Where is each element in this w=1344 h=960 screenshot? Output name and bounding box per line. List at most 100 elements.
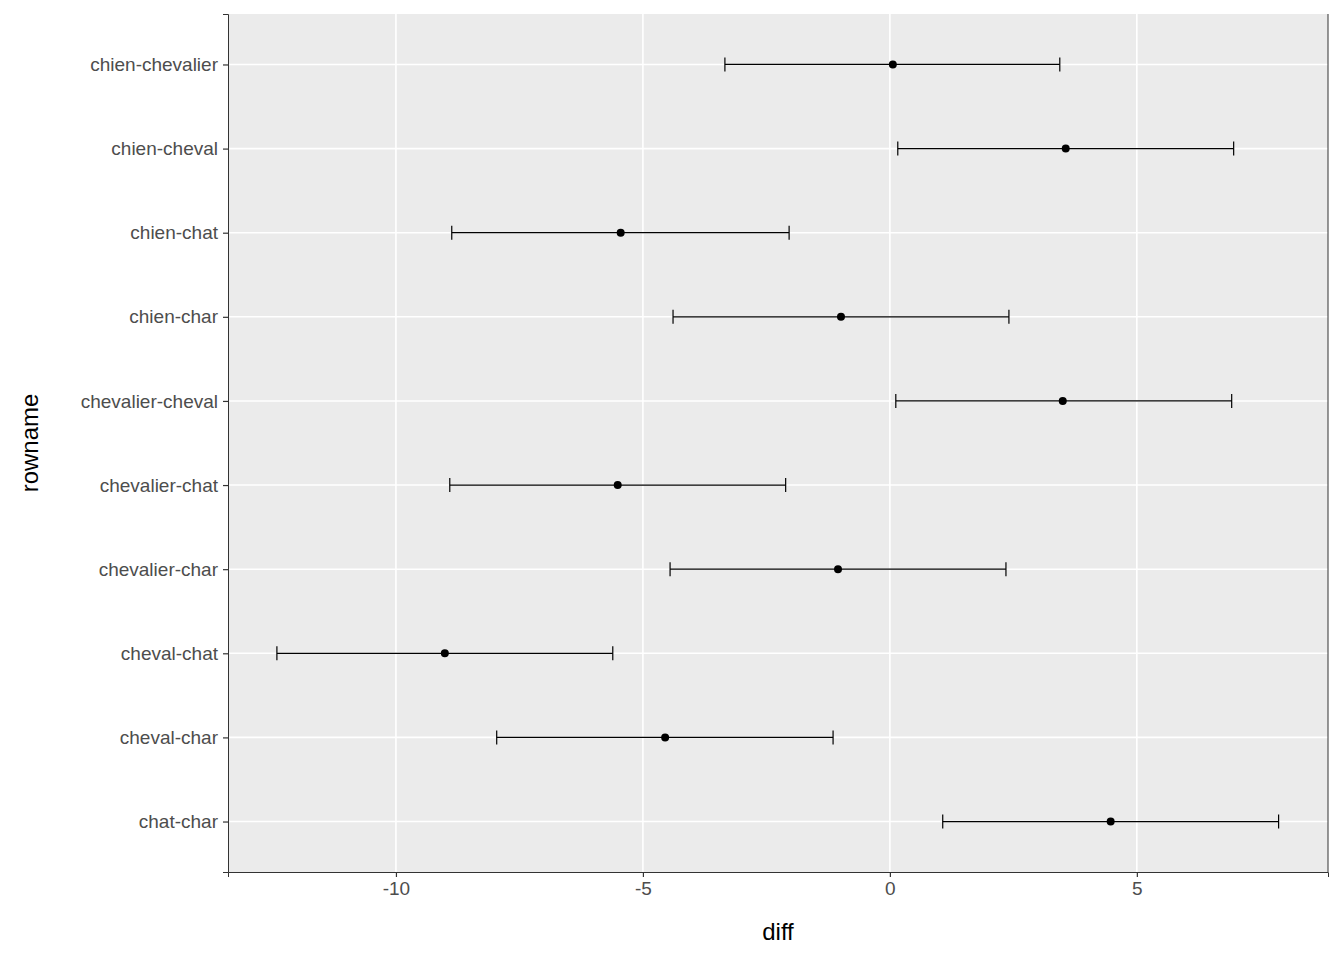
error-cap <box>1059 57 1060 71</box>
error-cap <box>895 394 896 408</box>
point <box>661 733 669 741</box>
tick-mark <box>1137 872 1138 877</box>
tick: 0 <box>885 872 896 899</box>
tick: 5 <box>1132 872 1143 899</box>
grid-line <box>228 148 1328 150</box>
tick: -10 <box>383 872 410 899</box>
x-axis-line <box>229 873 1329 878</box>
error-cap <box>1231 394 1232 408</box>
tick-label: -5 <box>635 878 652 899</box>
tick-mark <box>223 64 228 65</box>
grid-line <box>228 821 1328 823</box>
tick-mark <box>890 872 891 877</box>
point <box>1062 145 1070 153</box>
tick: chat-char <box>139 811 228 832</box>
point <box>441 649 449 657</box>
grid-line <box>228 568 1328 570</box>
marks <box>277 57 1279 828</box>
error-bar-group <box>497 730 833 744</box>
tick: -5 <box>635 872 652 899</box>
error-cap <box>276 646 277 660</box>
error-bar-group <box>450 478 786 492</box>
error-bar-group <box>898 142 1234 156</box>
error-cap <box>669 562 670 576</box>
grid-line <box>889 14 891 872</box>
error-cap <box>1233 142 1234 156</box>
tick-label: cheval-chat <box>121 643 219 664</box>
tick: chevalier-chat <box>100 475 228 496</box>
y-axis-line <box>223 15 229 873</box>
grid-line <box>1136 14 1138 872</box>
tick-label: chien-cheval <box>111 138 218 159</box>
tick: chien-chevalier <box>90 54 228 75</box>
grid-line <box>395 14 397 872</box>
x-axis: -10 -5 0 5 <box>229 872 1329 899</box>
tick-label: chat-char <box>139 811 219 832</box>
error-cap <box>1005 562 1006 576</box>
x-axis-title: diff <box>762 918 794 945</box>
tick-mark <box>396 872 397 877</box>
tick-mark <box>223 233 228 234</box>
y-grid <box>228 64 1328 821</box>
error-cap <box>496 730 497 744</box>
point <box>889 60 897 68</box>
tick-label: chevalier-cheval <box>81 391 218 412</box>
error-cap <box>1008 310 1009 324</box>
tick: chien-cheval <box>111 138 228 159</box>
point <box>834 565 842 573</box>
tick-label: cheval-char <box>120 727 219 748</box>
tick-mark <box>643 872 644 877</box>
tick-label: 0 <box>885 878 896 899</box>
tick-mark <box>223 821 228 822</box>
error-bar-group <box>943 815 1279 829</box>
error-cap <box>672 310 673 324</box>
tick-mark <box>223 401 228 402</box>
tick: cheval-char <box>120 727 228 748</box>
frame <box>1328 14 1329 872</box>
tick: chevalier-cheval <box>81 391 228 412</box>
x-grid <box>396 14 1137 872</box>
grid-line <box>228 737 1328 739</box>
tick-mark <box>223 653 228 654</box>
error-cap <box>451 226 452 240</box>
grid-line <box>228 400 1328 402</box>
tick: chien-chat <box>130 222 228 243</box>
error-cap <box>449 478 450 492</box>
error-cap <box>897 142 898 156</box>
tick-label: chevalier-chat <box>100 475 219 496</box>
y-axis: chien-chevalier chien-cheval chien-chat chi… <box>81 15 229 873</box>
error-cap <box>724 57 725 71</box>
point <box>1107 818 1115 826</box>
tick-label: chien-chat <box>130 222 218 243</box>
grid-line <box>228 484 1328 486</box>
grid-line <box>228 316 1328 318</box>
error-bar-group <box>452 226 789 240</box>
tick-mark <box>223 148 228 149</box>
tick-label: -10 <box>383 878 410 899</box>
error-bar-group <box>670 562 1006 576</box>
grid-line <box>228 64 1328 66</box>
grid-line <box>642 14 644 872</box>
point <box>1059 397 1067 405</box>
tick: cheval-chat <box>121 643 228 664</box>
error-cap <box>1278 815 1279 829</box>
error-cap <box>832 730 833 744</box>
tick-mark <box>223 317 228 318</box>
tick-mark <box>223 569 228 570</box>
tick-mark <box>223 737 228 738</box>
tick-label: chien-chevalier <box>90 54 218 75</box>
error-cap <box>789 226 790 240</box>
panel-background <box>228 14 1328 872</box>
error-bar-group <box>896 394 1232 408</box>
error-cap <box>942 815 943 829</box>
tick: chien-char <box>129 306 228 327</box>
error-bar-group <box>673 310 1009 324</box>
point <box>614 481 622 489</box>
error-cap <box>785 478 786 492</box>
plot: -10-505chien-chevalierchien-chevalchien-… <box>81 14 1329 899</box>
tick-label: chevalier-char <box>99 559 219 580</box>
tick-mark <box>223 485 228 486</box>
grid-line <box>228 232 1328 234</box>
chart: -10-505chien-chevalierchien-chevalchien-… <box>0 0 1344 960</box>
point <box>837 313 845 321</box>
